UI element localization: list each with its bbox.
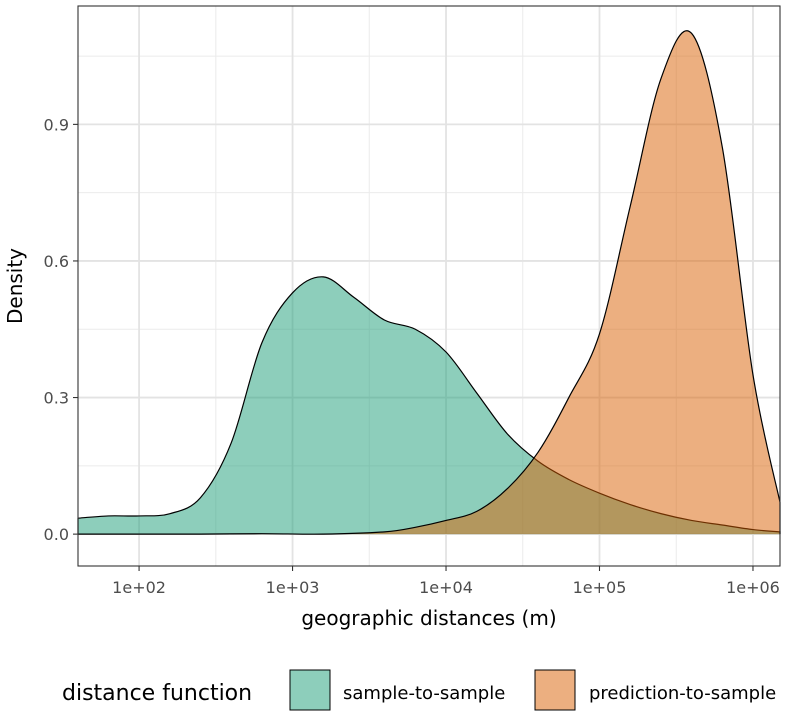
density-area-prediction-to-sample: [78, 30, 780, 535]
legend-key-prediction-to-sample: [534, 669, 576, 711]
x-axis-title: geographic distances (m): [301, 606, 556, 630]
y-axis-ticks: 0.0 0.3 0.6 0.9: [44, 115, 78, 544]
legend-label-prediction-to-sample: prediction-to-sample: [589, 683, 776, 704]
x-tick-label: 1e+06: [726, 578, 780, 597]
legend-title: distance function: [62, 681, 252, 706]
x-tick-label: 1e+04: [419, 578, 473, 597]
y-axis-title: Density: [3, 248, 27, 324]
legend: distance function sample-to-sample predi…: [62, 669, 776, 711]
x-tick-label: 1e+02: [112, 578, 166, 597]
series-layer: [77, 30, 781, 535]
y-tick-label: 0.0: [44, 525, 69, 544]
legend-label-sample-to-sample: sample-to-sample: [343, 683, 505, 704]
x-tick-label: 1e+03: [266, 578, 320, 597]
density-line-prediction-to-sample: [78, 30, 781, 535]
y-tick-label: 0.6: [44, 252, 69, 271]
x-axis-ticks: 1e+02 1e+03 1e+04 1e+05 1e+06: [112, 566, 780, 597]
x-tick-label: 1e+05: [573, 578, 627, 597]
y-tick-label: 0.3: [44, 389, 69, 408]
y-tick-label: 0.9: [44, 115, 69, 134]
legend-key-sample-to-sample: [289, 669, 331, 711]
plot-border: [77, 5, 781, 567]
density-area-sample-to-sample: [78, 276, 780, 535]
